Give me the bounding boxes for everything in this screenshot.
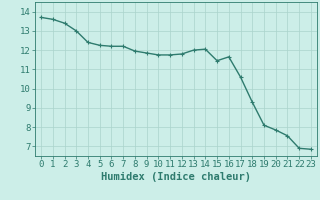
X-axis label: Humidex (Indice chaleur): Humidex (Indice chaleur) [101,172,251,182]
